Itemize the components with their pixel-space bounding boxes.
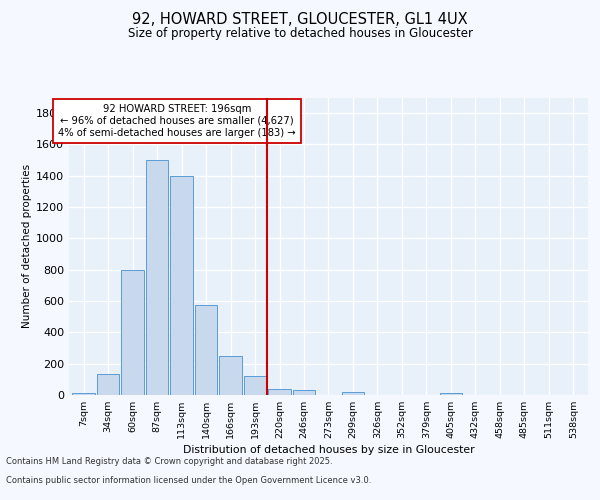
Bar <box>293 390 315 395</box>
Bar <box>73 392 95 395</box>
Y-axis label: Number of detached properties: Number of detached properties <box>22 164 32 328</box>
Text: Size of property relative to detached houses in Gloucester: Size of property relative to detached ho… <box>128 28 473 40</box>
Bar <box>342 392 364 395</box>
X-axis label: Distribution of detached houses by size in Gloucester: Distribution of detached houses by size … <box>182 445 475 455</box>
Bar <box>146 160 169 395</box>
Text: Contains HM Land Registry data © Crown copyright and database right 2025.: Contains HM Land Registry data © Crown c… <box>6 458 332 466</box>
Bar <box>121 270 144 395</box>
Text: 92, HOWARD STREET, GLOUCESTER, GL1 4UX: 92, HOWARD STREET, GLOUCESTER, GL1 4UX <box>132 12 468 28</box>
Bar <box>195 305 217 395</box>
Bar <box>170 176 193 395</box>
Bar <box>440 392 462 395</box>
Bar <box>268 388 291 395</box>
Bar <box>97 374 119 395</box>
Text: Contains public sector information licensed under the Open Government Licence v3: Contains public sector information licen… <box>6 476 371 485</box>
Bar <box>220 356 242 395</box>
Bar <box>244 376 266 395</box>
Text: 92 HOWARD STREET: 196sqm
← 96% of detached houses are smaller (4,627)
4% of semi: 92 HOWARD STREET: 196sqm ← 96% of detach… <box>58 104 296 138</box>
